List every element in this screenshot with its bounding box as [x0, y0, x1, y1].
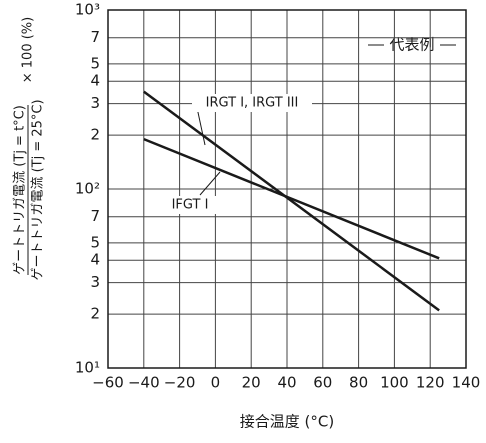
y-tick-label: 10² — [75, 180, 100, 198]
annotation-bg — [385, 36, 439, 54]
y-tick-label: 2 — [90, 126, 100, 144]
label-leader — [199, 171, 221, 196]
series-line — [143, 137, 440, 260]
label-bg — [156, 196, 224, 214]
y-tick-label: 10¹ — [75, 359, 100, 377]
x-tick-label: −40 — [128, 374, 160, 392]
x-tick-label: 20 — [242, 374, 261, 392]
y-label-numerator: ゲートトリガ電流 (Tj = t°C) — [13, 105, 28, 275]
label-bg — [192, 94, 312, 112]
y-tick-label: 3 — [90, 273, 100, 291]
series-label: IRGT I, IRGT III — [206, 96, 299, 111]
y-label-factor: × 100 (%) — [21, 17, 36, 83]
y-tick-label: 4 — [90, 251, 100, 269]
series-label: IFGT I — [172, 198, 209, 213]
x-tick-label: 40 — [277, 374, 296, 392]
y-tick-label: 7 — [90, 207, 100, 225]
y-tick-label: 5 — [90, 54, 100, 72]
x-tick-label: 80 — [349, 374, 368, 392]
x-tick-label: 0 — [211, 374, 221, 392]
y-label: ゲートトリガ電流 (Tj = t°C) ゲートトリガ電流 (Tj = 25°C)… — [13, 17, 46, 281]
x-tick-label: −60 — [92, 374, 124, 392]
y-tick-label: 5 — [90, 233, 100, 251]
y-tick-label: 4 — [90, 72, 100, 90]
y-label-denominator: ゲートトリガ電流 (Tj = 25°C) — [31, 99, 46, 280]
x-tick-label: 100 — [380, 374, 409, 392]
series-line — [143, 90, 440, 312]
y-tick-label: 10³ — [75, 1, 100, 19]
x-tick-label: 60 — [313, 374, 332, 392]
plot-frame — [107, 9, 467, 369]
y-tick-label: 3 — [90, 94, 100, 112]
x-tick-label: 140 — [452, 374, 481, 392]
x-tick-label: −20 — [164, 374, 196, 392]
x-tick-label: 120 — [416, 374, 445, 392]
annotation: 代表例 — [389, 36, 434, 54]
y-tick-label: 7 — [90, 28, 100, 46]
y-tick-label: 2 — [90, 305, 100, 323]
x-label: 接合温度 (°C) — [240, 413, 334, 431]
